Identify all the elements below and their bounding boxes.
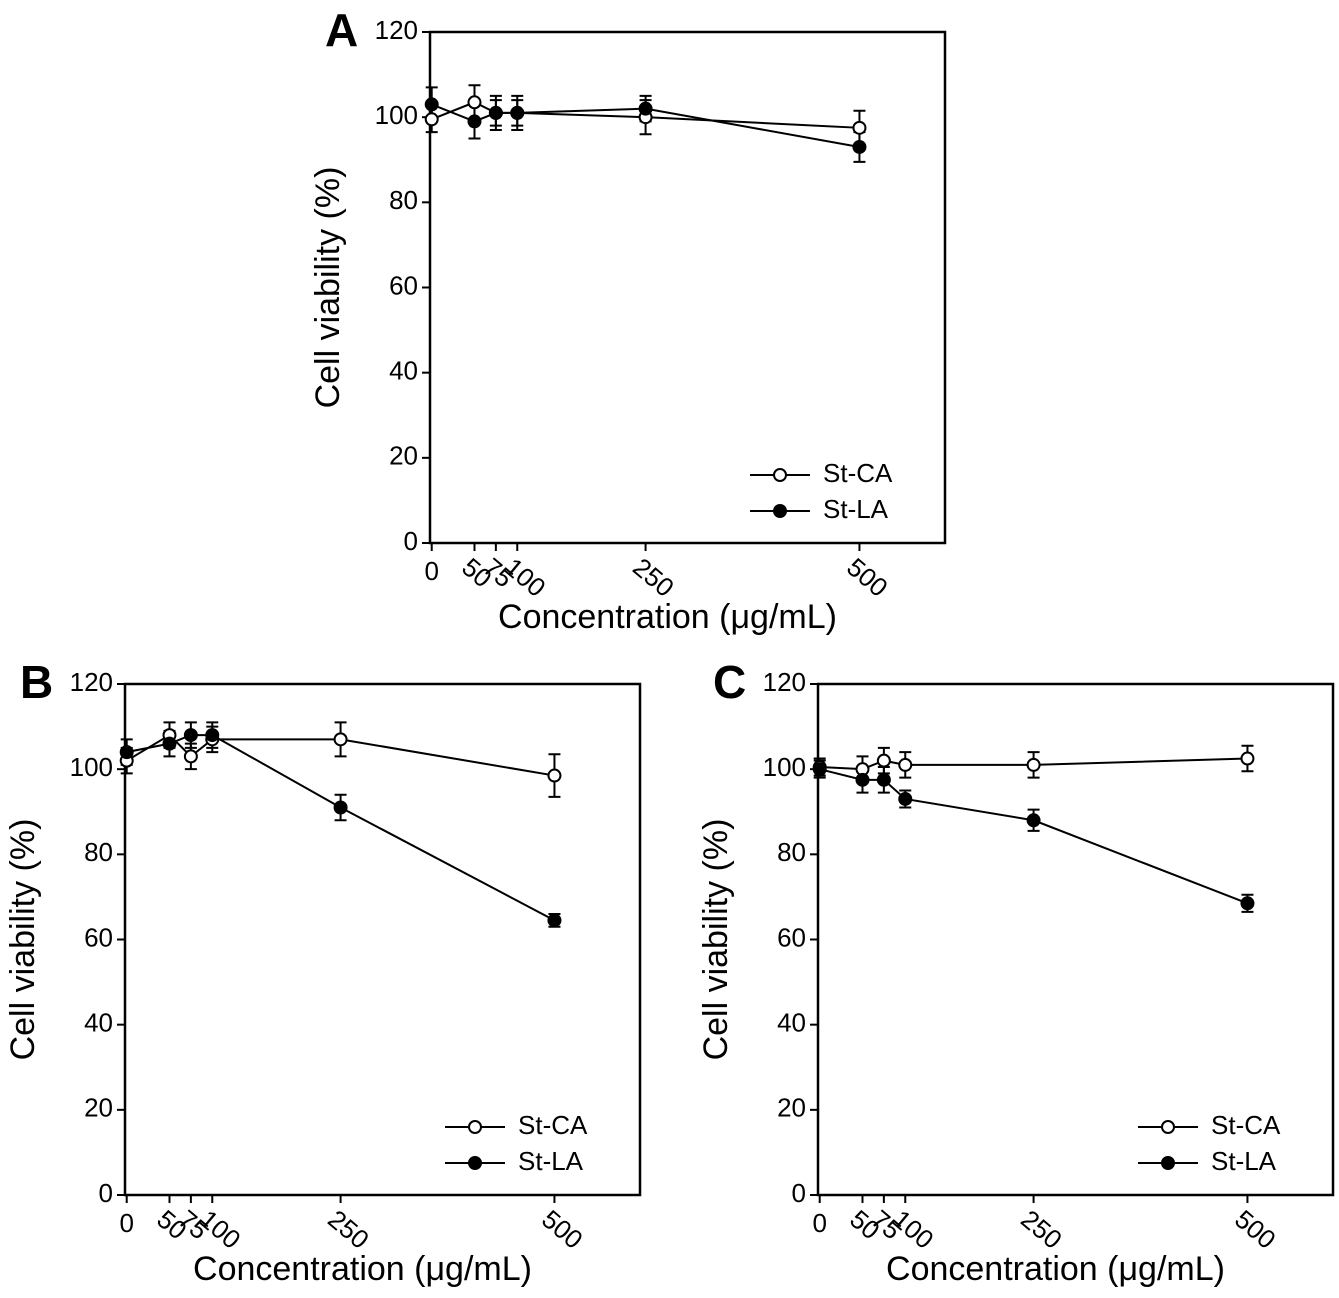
panel-title: C <box>713 656 746 708</box>
marker <box>510 105 525 120</box>
marker <box>488 105 503 120</box>
marker <box>467 95 482 110</box>
legend-marker <box>1161 1156 1175 1170</box>
y-tick-label: 80 <box>777 837 806 867</box>
series-line <box>126 734 555 922</box>
x-tick-label: 0 <box>812 1208 826 1238</box>
series-line <box>819 757 1248 771</box>
y-tick-label: 60 <box>777 922 806 952</box>
x-axis-label: Concentration (μg/mL) <box>193 1250 532 1288</box>
marker <box>876 772 891 787</box>
marker <box>547 768 562 783</box>
marker <box>162 736 177 751</box>
marker <box>205 728 220 743</box>
marker <box>876 753 891 768</box>
x-tick-label: 500 <box>536 1204 589 1255</box>
y-axis-label: Cell viability (%) <box>4 819 42 1061</box>
legend-marker <box>773 468 787 482</box>
legend-marker <box>468 1120 482 1134</box>
marker <box>333 800 348 815</box>
panel-title: A <box>325 4 358 56</box>
y-axis-label: Cell viability (%) <box>309 167 347 409</box>
y-tick-label: 40 <box>84 1008 113 1038</box>
marker <box>1240 896 1255 911</box>
legend-marker <box>468 1156 482 1170</box>
y-tick-label: 60 <box>389 270 418 300</box>
x-tick-label: 250 <box>627 552 680 603</box>
y-tick-label: 40 <box>777 1008 806 1038</box>
legend-marker <box>773 504 787 518</box>
marker <box>898 791 913 806</box>
y-tick-label: 20 <box>777 1093 806 1123</box>
y-tick-label: 0 <box>404 526 418 556</box>
marker <box>852 120 867 135</box>
y-tick-label: 80 <box>389 185 418 215</box>
marker <box>852 139 867 154</box>
marker <box>119 745 134 760</box>
marker <box>812 762 827 777</box>
y-tick-label: 40 <box>389 356 418 386</box>
y-tick-label: 80 <box>84 837 113 867</box>
legend-label: St-LA <box>518 1146 584 1176</box>
x-tick-label: 500 <box>841 552 894 603</box>
legend-label: St-CA <box>823 458 893 488</box>
marker <box>467 114 482 129</box>
x-tick-label: 250 <box>322 1204 375 1255</box>
legend-label: St-LA <box>1211 1146 1277 1176</box>
y-tick-label: 120 <box>375 15 418 45</box>
marker <box>183 728 198 743</box>
legend-marker <box>1161 1120 1175 1134</box>
marker <box>1026 813 1041 828</box>
series-line <box>126 733 555 777</box>
series-line <box>431 103 860 148</box>
marker <box>1240 751 1255 766</box>
y-tick-label: 120 <box>70 667 113 697</box>
marker <box>424 112 439 127</box>
y-axis-label: Cell viability (%) <box>697 819 735 1061</box>
y-tick-label: 100 <box>375 100 418 130</box>
y-tick-label: 0 <box>99 1178 113 1208</box>
y-tick-label: 0 <box>792 1178 806 1208</box>
marker <box>183 749 198 764</box>
marker <box>333 732 348 747</box>
marker <box>855 772 870 787</box>
y-tick-label: 120 <box>763 667 806 697</box>
x-tick-label: 0 <box>119 1208 133 1238</box>
marker <box>424 97 439 112</box>
y-tick-label: 60 <box>84 922 113 952</box>
y-tick-label: 100 <box>70 752 113 782</box>
x-tick-label: 500 <box>1229 1204 1282 1255</box>
marker <box>547 913 562 928</box>
y-tick-label: 20 <box>389 441 418 471</box>
x-axis-label: Concentration (μg/mL) <box>886 1250 1225 1288</box>
x-axis-label: Concentration (μg/mL) <box>498 598 837 636</box>
x-tick-label: 0 <box>424 556 438 586</box>
y-tick-label: 100 <box>763 752 806 782</box>
y-tick-label: 20 <box>84 1093 113 1123</box>
series-line <box>819 768 1248 905</box>
legend-label: St-LA <box>823 494 889 524</box>
legend-label: St-CA <box>1211 1110 1281 1140</box>
marker <box>898 757 913 772</box>
marker <box>638 101 653 116</box>
marker <box>1026 757 1041 772</box>
x-tick-label: 250 <box>1015 1204 1068 1255</box>
panel-title: B <box>20 656 53 708</box>
legend-label: St-CA <box>518 1110 588 1140</box>
